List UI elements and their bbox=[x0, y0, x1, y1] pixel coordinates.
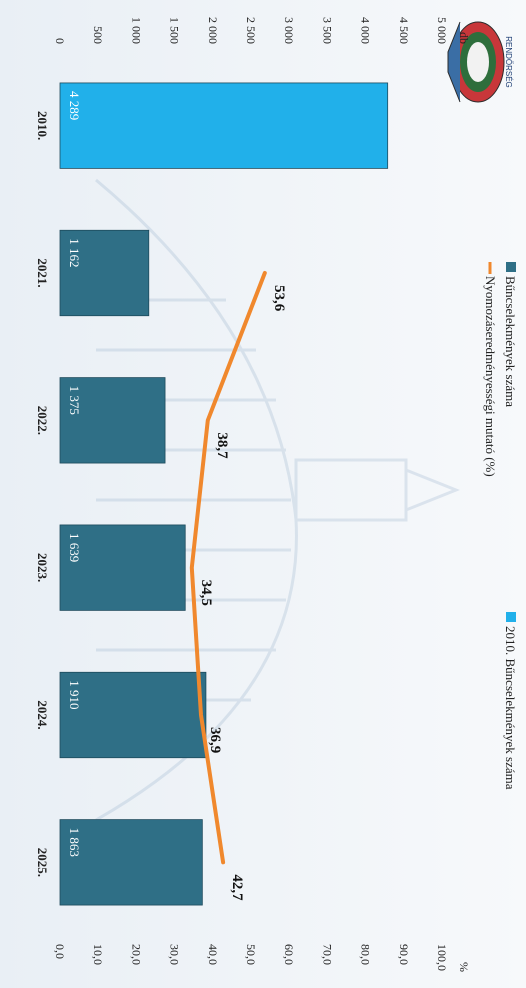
y-left-tick-label: 4 000 bbox=[359, 17, 373, 44]
y-left-tick-label: 500 bbox=[91, 26, 105, 44]
x-category-label: 2022. bbox=[35, 406, 50, 435]
bar-value-label: 1 639 bbox=[67, 533, 82, 562]
legend-swatch-highlight bbox=[506, 612, 516, 622]
x-category-label: 2010. bbox=[35, 111, 50, 140]
bar-value-label: 1 863 bbox=[67, 828, 82, 857]
line-value-label: 42,7 bbox=[229, 874, 245, 901]
y-left-tick-label: 1 500 bbox=[168, 17, 182, 44]
bars-layer: 4 289 1 162 1 375 1 639 1 910 1 863 bbox=[59, 82, 389, 906]
legend-label-highlight: 2010. Bűncselekmények száma bbox=[503, 626, 518, 790]
logo-text: RENDŐRSÉG bbox=[504, 36, 513, 88]
y-left-tick-label: 4 500 bbox=[397, 17, 411, 44]
bar-value-label: 1 162 bbox=[67, 238, 82, 267]
y-right-tick-label: 60,0 bbox=[282, 944, 296, 965]
bar-1 bbox=[59, 82, 389, 169]
bar-3 bbox=[59, 377, 166, 464]
bar-value-label: 1 375 bbox=[67, 386, 82, 415]
bar-6 bbox=[59, 819, 203, 906]
bar-value-label: 1 910 bbox=[67, 680, 82, 709]
police-emblem-logo: RENDŐRSÉG bbox=[447, 21, 513, 103]
bar-2 bbox=[59, 229, 150, 317]
y-right-tick-label: 70,0 bbox=[320, 944, 334, 965]
y-left-tick-label: 3 500 bbox=[320, 17, 334, 44]
line-value-label: 34,5 bbox=[198, 580, 214, 606]
x-category-label: 2021. bbox=[35, 258, 50, 287]
y-left-tick-label: 2 500 bbox=[244, 17, 258, 44]
x-category-label: 2024. bbox=[35, 700, 50, 729]
legend: Bűncselekmények száma Nyomozáseredményess… bbox=[483, 262, 518, 790]
y-right-tick-label: 90,0 bbox=[397, 944, 411, 965]
y-right-tick-label: 20,0 bbox=[129, 944, 143, 965]
bar-value-label: 4 289 bbox=[67, 91, 82, 120]
y-right-tick-label: 10,0 bbox=[91, 944, 105, 965]
y-left-unit-label: db bbox=[457, 32, 471, 44]
line-value-label: 53,6 bbox=[271, 285, 287, 312]
line-value-label: 38,7 bbox=[214, 432, 230, 459]
bar-4 bbox=[59, 524, 186, 611]
line-layer: 53,6 38,7 34,5 36,9 42,7 bbox=[189, 271, 287, 901]
axes-layer: 0 500 1 000 1 500 2 000 2 500 3 000 3 500 4 000 4… bbox=[35, 17, 471, 972]
y-right-tick-label: 80,0 bbox=[359, 944, 373, 965]
y-left-tick-label: 2 000 bbox=[206, 17, 220, 44]
y-left-tick-label: 0 bbox=[53, 38, 67, 44]
y-left-tick-label: 1 000 bbox=[129, 17, 143, 44]
y-left-tick-label: 3 000 bbox=[282, 17, 296, 44]
y-left-tick-label: 5 000 bbox=[435, 17, 449, 44]
y-right-unit-label: % bbox=[457, 962, 471, 972]
y-right-tick-label: 0,0 bbox=[53, 944, 67, 959]
line-value-label: 36,9 bbox=[207, 727, 223, 753]
y-right-tick-label: 40,0 bbox=[206, 944, 220, 965]
x-category-label: 2023. bbox=[35, 553, 50, 582]
bar-5 bbox=[59, 671, 207, 759]
x-category-label: 2025. bbox=[35, 848, 50, 877]
legend-label-bar: Bűncselekmények száma bbox=[503, 276, 518, 407]
legend-label-line: Nyomozáseredményességi mutató (%) bbox=[483, 276, 498, 477]
y-right-tick-label: 100,0 bbox=[435, 944, 449, 971]
legend-swatch-bar bbox=[506, 262, 516, 272]
y-right-tick-label: 50,0 bbox=[244, 944, 258, 965]
y-right-tick-label: 30,0 bbox=[168, 944, 182, 965]
